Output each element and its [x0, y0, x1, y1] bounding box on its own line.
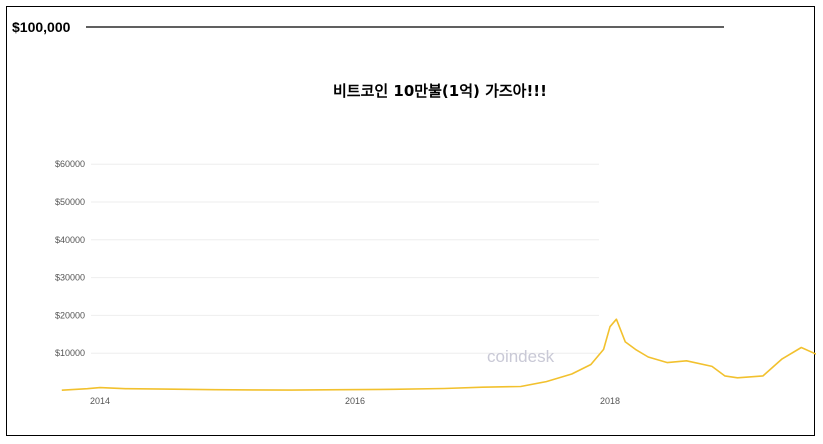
- x-tick-label: 2014: [90, 396, 110, 406]
- watermark-text: coindesk: [487, 347, 555, 366]
- chart-frame: $10000 $20000 $30000 $40000 $50000 $60000 201…: [6, 6, 816, 436]
- y-axis-ticks: $10000 $20000 $30000 $40000 $50000 $60000: [55, 159, 85, 358]
- y-tick-label: $40000: [55, 235, 85, 245]
- y-tick-label: $60000: [55, 159, 85, 169]
- plot-background: [32, 129, 602, 415]
- annotation-text: 비트코인 10만불(1억) 가즈아!!!: [333, 82, 547, 100]
- x-axis-ticks: 2014201620182020: [90, 396, 620, 406]
- bitcoin-price-chart: $10000 $20000 $30000 $40000 $50000 $60000 201…: [12, 19, 816, 415]
- y-tick-label: $30000: [55, 273, 85, 283]
- x-tick-label: 2016: [345, 396, 365, 406]
- target-label: $100,000: [12, 19, 71, 35]
- price-series: [61, 318, 816, 391]
- y-tick-label: $20000: [55, 310, 85, 320]
- y-tick-label: $50000: [55, 197, 85, 207]
- x-tick-label: 2018: [600, 396, 620, 406]
- y-tick-label: $10000: [55, 348, 85, 358]
- price-line: [61, 318, 816, 391]
- grid-lines: [91, 163, 599, 354]
